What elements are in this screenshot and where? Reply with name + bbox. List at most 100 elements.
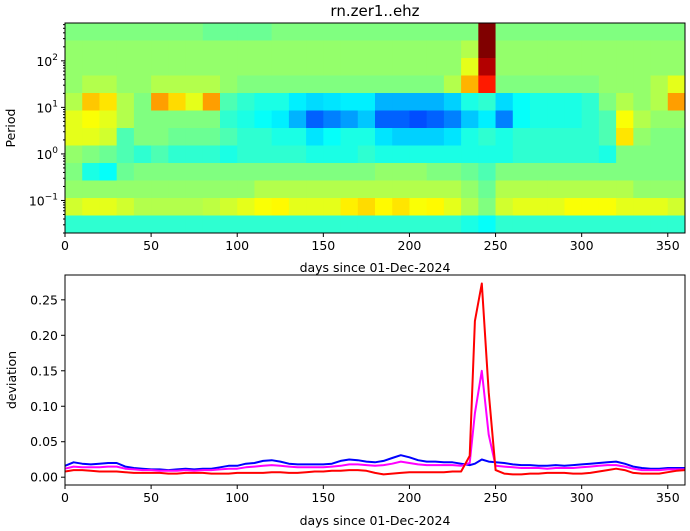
heatmap-cell [151,58,169,76]
heatmap-cell [512,23,531,41]
heatmap-cell [667,163,685,181]
heatmap-cell [650,215,669,233]
heatmap-cell [512,198,531,216]
heatmap-cell [271,180,290,199]
x-tick-label: 100 [225,238,249,253]
heatmap-cell [202,75,221,94]
y-tick-base: 10 [36,100,52,115]
y-tick-label: 0.25 [30,292,58,307]
heatmap-cell [116,58,135,76]
y-tick-exponent: 1 [52,99,58,109]
heatmap-cell [65,163,83,181]
heatmap-cell [512,93,531,111]
heatmap-cell [185,145,204,164]
heatmap-cell [237,128,255,146]
heatmap-cell [530,110,548,129]
heatmap-cell [202,198,221,216]
heatmap-cell [82,145,100,164]
heatmap-cell [151,75,169,94]
x-tick-label: 250 [484,238,508,253]
heatmap-cell [426,40,445,59]
heatmap-cell [357,40,376,59]
heatmap-cell [133,215,152,233]
heatmap-cell [667,93,685,111]
heatmap-cell [564,110,583,129]
heatmap-cell [547,58,565,76]
heatmap-cell [426,75,445,94]
y-tick-label: 101 [36,99,58,115]
heatmap-cell [168,215,187,233]
heatmap-cell [392,58,410,76]
heatmap-cell [667,128,685,146]
heatmap-cell [357,163,376,181]
heatmap-cell [82,163,100,181]
heatmap-cell [564,215,583,233]
heatmap-cell [426,180,445,199]
heatmap-cell [288,93,307,111]
y-tick-label: 0.10 [30,399,58,414]
heatmap-cell [443,58,462,76]
heatmap-cell [306,23,324,41]
heatmap-cell [306,163,324,181]
heatmap-cell [82,40,100,59]
heatmap-cell [581,93,600,111]
heatmap-cell [375,215,393,233]
heatmap-cell [461,180,479,199]
heatmap-cell [133,163,152,181]
heatmap-cell [616,163,634,181]
y-tick-base: 10 [29,193,45,208]
heatmap-cell [202,180,221,199]
heatmap-cell [133,110,152,129]
heatmap-cell [306,93,324,111]
heatmap-cell [375,163,393,181]
heatmap-cell [598,145,617,164]
spectrogram-title: rn.zer1..ehz [330,2,419,20]
y-tick-label: 100 [36,146,58,162]
heatmap-cell [288,23,307,41]
heatmap-cell [650,145,669,164]
heatmap-cell [461,198,479,216]
heatmap-cell [254,145,273,164]
heatmap-cell [598,180,617,199]
heatmap-cell [254,128,273,146]
heatmap-cell [409,145,428,164]
heatmap-cell [65,198,83,216]
heatmap-cell [202,215,221,233]
heatmap-cell [168,23,187,41]
heatmap-cell [633,40,652,59]
heatmap-cell [564,93,583,111]
heatmap-cell [340,40,359,59]
heatmap-cell [357,23,376,41]
heatmap-cell [151,198,169,216]
heatmap-cell [667,180,685,199]
heatmap-cell [185,93,204,111]
heatmap-cell [306,145,324,164]
y-tick-base: 10 [36,147,52,162]
heatmap-cell [82,75,100,94]
heatmap-cell [340,215,359,233]
series-line-1 [65,369,685,472]
heatmap-cell [220,163,238,181]
heatmap-cell [478,110,497,129]
heatmap-cell [220,40,238,59]
heatmap-cell [357,180,376,199]
heatmap-cell [547,215,565,233]
heatmap-cell [616,128,634,146]
heatmap-cell [426,145,445,164]
heatmap-cell [633,128,652,146]
heatmap-cell [392,40,410,59]
x-tick-label: 300 [570,238,594,253]
heatmap-cell [667,40,685,59]
heatmap-cell [530,163,548,181]
plot-frame [64,274,686,486]
heatmap-cell [598,163,617,181]
heatmap-cell [495,198,514,216]
heatmap-cell [409,23,428,41]
heatmap-cell [237,23,255,41]
heatmap-cell [340,180,359,199]
heatmap-cell [254,215,273,233]
heatmap-cell [375,180,393,199]
heatmap-cell [530,198,548,216]
heatmap-cell [99,40,118,59]
